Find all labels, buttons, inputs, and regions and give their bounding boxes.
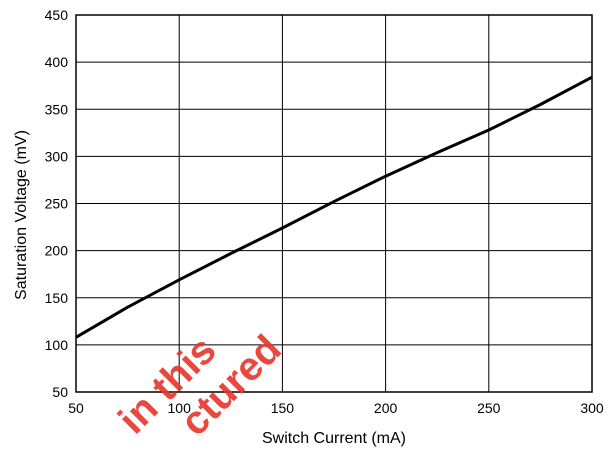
y-tick-label: 300 <box>45 148 69 164</box>
x-tick-labels: 50 100 150 200 250 300 <box>68 400 604 416</box>
y-tick-label: 150 <box>45 290 69 306</box>
plot-frame <box>75 14 593 393</box>
saturation-voltage-line <box>75 75 593 339</box>
y-tick-labels: 50 100 150 200 250 300 350 400 450 <box>45 7 69 400</box>
y-tick-label: 400 <box>45 54 69 70</box>
x-tick-label: 300 <box>580 400 604 416</box>
grid <box>75 14 593 393</box>
x-axis-label: Switch Current (mA) <box>262 430 406 447</box>
y-axis-label: Saturation Voltage (mV) <box>13 130 30 300</box>
x-tick-label: 150 <box>271 400 295 416</box>
x-tick-label: 100 <box>168 400 192 416</box>
y-tick-label: 350 <box>45 101 69 117</box>
y-tick-label: 200 <box>45 243 69 259</box>
y-tick-label: 50 <box>52 384 68 400</box>
y-tick-label: 450 <box>45 7 69 23</box>
x-tick-label: 250 <box>477 400 501 416</box>
y-tick-label: 250 <box>45 196 69 212</box>
x-tick-label: 50 <box>68 400 84 416</box>
y-tick-label: 100 <box>45 337 69 353</box>
x-tick-label: 200 <box>374 400 398 416</box>
